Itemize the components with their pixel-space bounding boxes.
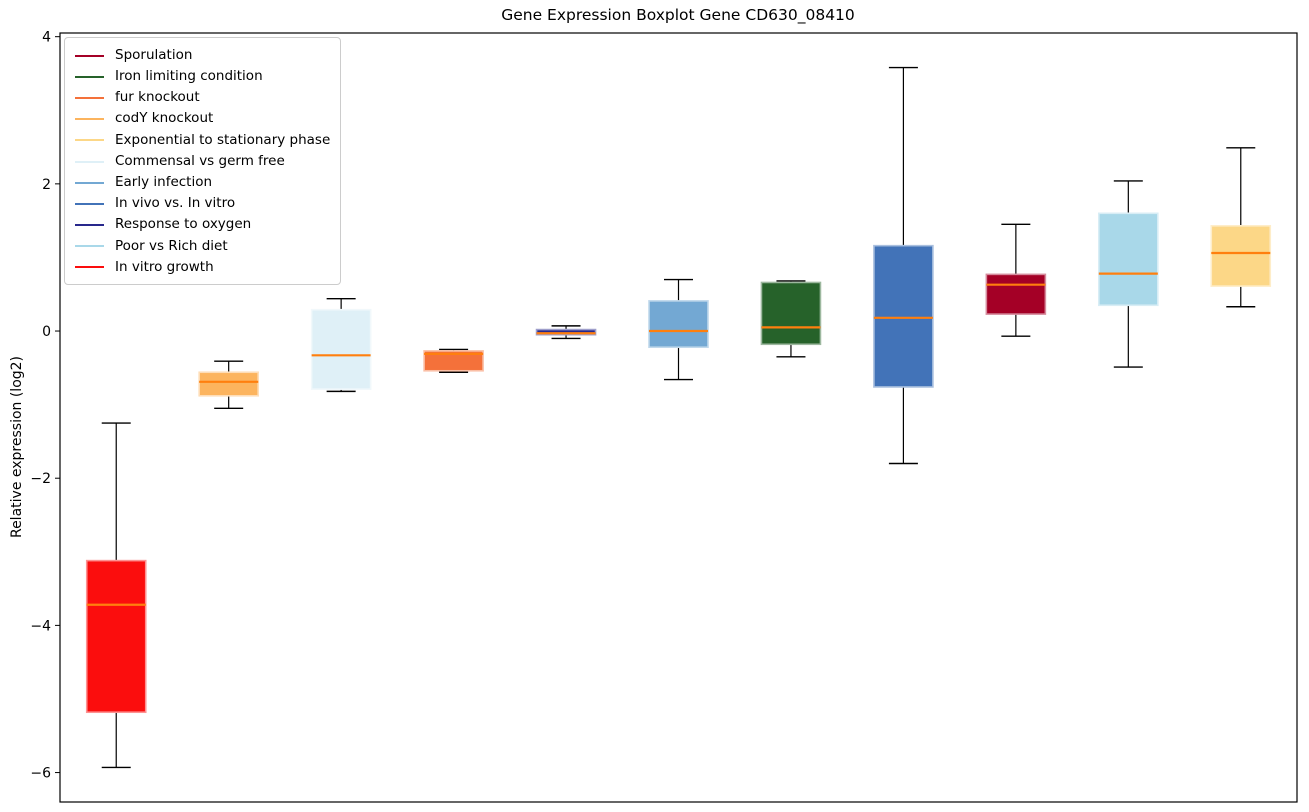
legend-item: Sporulation	[75, 45, 330, 66]
box-sporulation	[985, 273, 1047, 315]
legend-label: Response to oxygen	[115, 216, 252, 233]
y-tick-label: 0	[42, 324, 51, 340]
legend-item: Early infection	[75, 172, 330, 193]
box-response-to-oxygen	[535, 328, 597, 336]
box-poor-vs-rich-diet	[1098, 212, 1159, 307]
legend-item: Exponential to stationary phase	[75, 130, 330, 151]
box-cody-knockout	[198, 371, 259, 397]
box-in-vitro-growth	[85, 559, 147, 714]
box-commensal-vs-germ-free	[310, 308, 372, 390]
y-tick-label: 2	[42, 177, 51, 193]
legend-swatch	[75, 202, 104, 205]
legend-item: codY knockout	[75, 109, 330, 130]
legend: Sporulation Iron limiting condition fur kn…	[64, 37, 341, 286]
legend-swatch	[75, 224, 104, 227]
legend-label: In vivo vs. In vitro	[115, 195, 236, 212]
legend-item: In vitro growth	[75, 257, 330, 278]
y-tick-label: −4	[30, 618, 51, 634]
y-tick-label: −2	[30, 471, 51, 487]
y-tick-label: 4	[42, 30, 51, 46]
legend-swatch	[75, 118, 104, 121]
box-exponential-to-stationary-phase	[1210, 225, 1272, 287]
legend-label: Sporulation	[115, 46, 193, 63]
legend-swatch	[75, 245, 104, 248]
legend-label: Iron limiting condition	[115, 68, 263, 85]
legend-swatch	[75, 160, 104, 163]
box-fur-knockout	[423, 350, 484, 372]
legend-label: In vitro growth	[115, 258, 214, 275]
chart-title: Gene Expression Boxplot Gene CD630_08410	[501, 6, 855, 24]
legend-swatch	[75, 54, 104, 57]
box-in-vivo-vs-in-vitro	[873, 244, 934, 388]
plot-border	[59, 32, 1298, 803]
legend-label: codY knockout	[115, 110, 214, 127]
legend-item: In vivo vs. In vitro	[75, 193, 330, 214]
legend-item: Response to oxygen	[75, 215, 330, 236]
legend-item: Poor vs Rich diet	[75, 236, 330, 257]
legend-label: fur knockout	[115, 89, 200, 106]
legend-label: Commensal vs germ free	[115, 152, 285, 169]
legend-label: Poor vs Rich diet	[115, 237, 228, 254]
legend-label: Exponential to stationary phase	[115, 131, 331, 148]
legend-label: Early infection	[115, 173, 213, 190]
legend-item: Iron limiting condition	[75, 66, 330, 87]
legend-swatch	[75, 96, 104, 99]
legend-swatch	[75, 75, 104, 78]
legend-item: fur knockout	[75, 87, 330, 108]
legend-swatch	[75, 181, 104, 184]
legend-swatch	[75, 139, 104, 142]
box-iron-limiting-condition	[760, 281, 822, 346]
box-early-infection	[648, 300, 709, 349]
legend-swatch	[75, 266, 104, 269]
y-tick-label: −6	[30, 766, 51, 782]
legend-item: Commensal vs germ free	[75, 151, 330, 172]
